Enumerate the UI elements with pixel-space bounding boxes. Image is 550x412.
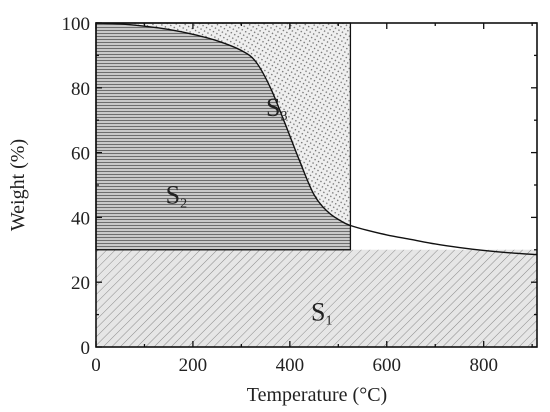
region-s2-label: S2 <box>166 181 187 212</box>
x-tick-label: 600 <box>373 355 402 376</box>
x-tick-label: 800 <box>469 355 498 376</box>
y-tick-label: 100 <box>62 14 91 35</box>
region-s3-fill <box>96 23 351 226</box>
region-s1-subscript: 1 <box>326 313 333 328</box>
region-s1-fill <box>96 249 537 347</box>
y-tick-label: 40 <box>71 208 90 229</box>
region-fills <box>96 23 537 347</box>
y-tick-label: 0 <box>81 338 91 359</box>
x-tick-label: 0 <box>91 355 101 376</box>
y-tick-label: 20 <box>71 273 90 294</box>
y-axis-label: Weight (%) <box>7 139 29 231</box>
region-s3-letter: S <box>266 93 280 122</box>
y-tick-label: 60 <box>71 144 90 165</box>
region-s2-letter: S <box>166 181 180 210</box>
region-s3-label: S3 <box>266 93 287 124</box>
region-s1-label: S1 <box>311 297 332 328</box>
y-tick-label: 80 <box>71 79 90 100</box>
y-tick-labels: 0 20 40 60 80 100 <box>62 14 91 359</box>
region-s3-subscript: 3 <box>280 109 287 124</box>
region-s1-letter: S <box>311 297 325 326</box>
x-tick-label: 200 <box>179 355 208 376</box>
x-tick-label: 400 <box>276 355 305 376</box>
x-tick-labels: 0 200 400 600 800 <box>91 355 498 376</box>
x-axis-label: Temperature (°C) <box>247 384 387 406</box>
region-s2-subscript: 2 <box>180 197 187 212</box>
axis-ticks <box>95 22 537 348</box>
weight-curve <box>95 22 538 256</box>
region-s2-fill <box>96 23 351 250</box>
